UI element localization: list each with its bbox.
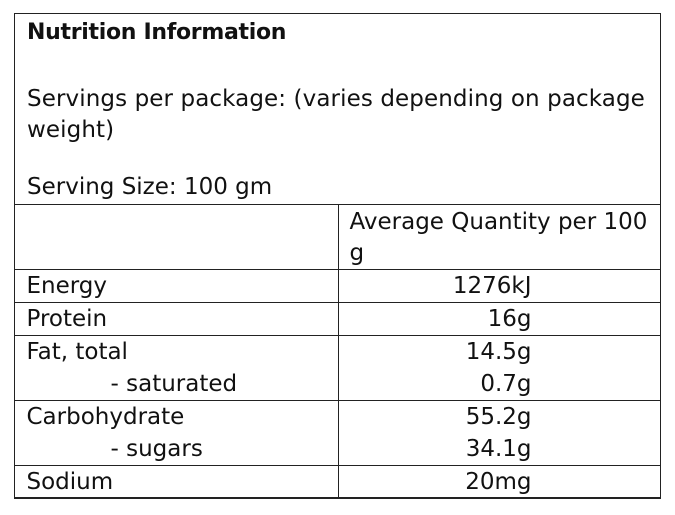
header-average-quantity: Average Quantity per 100 g xyxy=(337,204,661,270)
header-blank-cell xyxy=(13,204,339,270)
nutrient-subname: - sugars xyxy=(110,436,203,462)
nutrient-value: 14.5g xyxy=(465,339,532,365)
table-row: Protein 16g xyxy=(13,302,661,336)
nutrient-name: Energy xyxy=(26,273,108,299)
nutrient-subvalue: 0.7g xyxy=(480,371,532,397)
table-header-row: Average Quantity per 100 g xyxy=(13,204,661,270)
nutrient-subvalue: 34.1g xyxy=(465,436,532,462)
nutrient-value: 16g xyxy=(487,306,532,332)
nutrient-name: Fat, total xyxy=(26,339,128,365)
table-row: Energy 1276kJ xyxy=(13,269,661,303)
nutrition-table: Average Quantity per 100 g Energy 1276kJ… xyxy=(13,204,661,499)
nutrient-name: Protein xyxy=(26,306,108,332)
nutrient-name: Carbohydrate xyxy=(26,404,185,430)
nutrition-panel: Nutrition Information Servings per packa… xyxy=(13,13,661,499)
panel-title: Nutrition Information xyxy=(27,20,287,45)
table-row: Fat, total - saturated 14.5g 0.7g xyxy=(13,335,661,401)
nutrient-value: 1276kJ xyxy=(452,273,532,299)
nutrient-value: 20mg xyxy=(465,469,532,495)
table-row: Carbohydrate - sugars 55.2g 34.1g xyxy=(13,400,661,466)
nutrient-name: Sodium xyxy=(26,469,114,495)
servings-per-package: Servings per package: (varies depending … xyxy=(27,86,645,143)
nutrient-value: 55.2g xyxy=(465,404,532,430)
nutrient-subname: - saturated xyxy=(110,371,238,397)
table-row: Sodium 20mg xyxy=(13,465,661,499)
serving-size: Serving Size: 100 gm xyxy=(27,174,273,200)
